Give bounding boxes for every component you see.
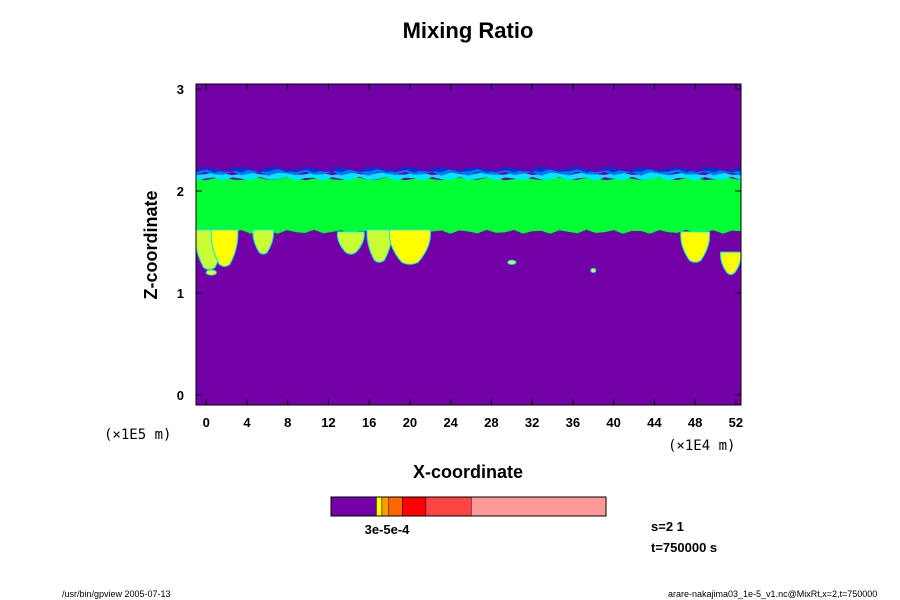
plume-2	[252, 229, 275, 255]
x-tick-label: 32	[525, 415, 539, 430]
moisture-band-1	[196, 172, 741, 181]
colorbar-segment	[471, 496, 607, 517]
y-unit-label: (×1E5 m)	[104, 427, 171, 443]
colorbar-segment	[381, 496, 389, 517]
x-tick-label: 24	[443, 415, 458, 430]
y-tick-label: 3	[177, 82, 184, 97]
x-tick-label: 52	[729, 415, 743, 430]
x-tick-label: 16	[362, 415, 376, 430]
colorbar-segment	[425, 496, 472, 517]
x-tick-label: 28	[484, 415, 498, 430]
x-tick-label: 40	[606, 415, 620, 430]
moisture-band-3	[196, 167, 741, 173]
moisture-band-0	[196, 177, 741, 234]
x-tick-label: 4	[243, 415, 251, 430]
plume-5	[388, 229, 432, 265]
plume-3	[336, 231, 365, 255]
x-tick-label: 20	[403, 415, 417, 430]
plot-frame	[195, 83, 742, 406]
footer-right: arare-nakajima03_1e-5_v1.nc@MixRt,x=2,t=…	[668, 589, 877, 599]
chart-title: Mixing Ratio	[403, 18, 534, 43]
x-tick-label: 8	[284, 415, 291, 430]
x-axis-label: X-coordinate	[413, 462, 523, 482]
blob-0	[507, 259, 517, 265]
y-tick-label: 2	[177, 184, 184, 199]
colorbar-frame	[330, 496, 607, 517]
colorbar-segment	[376, 496, 383, 517]
colorbar-segment	[330, 496, 377, 517]
field-background	[196, 84, 741, 405]
moisture-band-2	[196, 169, 741, 176]
time-annotation: t=750000 s	[651, 540, 717, 555]
x-tick-label: 0	[203, 415, 210, 430]
colorbar-segment	[402, 496, 427, 517]
y-axis: 0 1 2 3	[177, 82, 741, 403]
blob-2	[205, 269, 217, 276]
y-axis-label: Z-coordinate	[141, 190, 161, 299]
y-tick-label: 1	[177, 286, 184, 301]
colorbar-segment	[388, 496, 403, 517]
plume-1	[210, 229, 239, 267]
plume-6	[680, 231, 711, 263]
y-tick-label: 0	[177, 388, 184, 403]
field-layer	[196, 84, 741, 405]
footer-left: /usr/bin/gpview 2005-07-13	[62, 589, 171, 599]
x-tick-label: 36	[566, 415, 580, 430]
x-tick-label: 12	[321, 415, 335, 430]
x-axis: 0 4 8 12 16 20 24 28 32 36 40 44 48 52	[203, 84, 743, 430]
x-unit-label: (×1E4 m)	[668, 438, 735, 454]
step-annotation: s=2 1	[651, 519, 684, 534]
colorbar	[330, 496, 607, 517]
plot-area	[195, 83, 742, 406]
x-tick-label: 44	[647, 415, 662, 430]
x-tick-label: 48	[688, 415, 702, 430]
colorbar-label: 3e-5e-4	[365, 522, 411, 537]
blob-1	[590, 267, 597, 273]
